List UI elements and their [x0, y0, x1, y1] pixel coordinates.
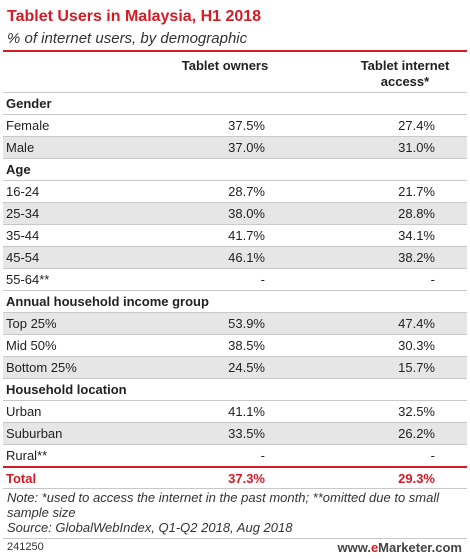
row-label: Mid 50%: [6, 338, 57, 353]
tablet-owners-value: 33.5%: [228, 426, 265, 441]
brand-logo[interactable]: www.eMarketer.com: [337, 540, 462, 555]
chart-title: Tablet Users in Malaysia, H1 2018: [7, 8, 262, 25]
tablet-owners-value: 53.9%: [228, 316, 265, 331]
tablet-owners-value: 28.7%: [228, 184, 265, 199]
tablet-owners-value: 37.0%: [228, 140, 265, 155]
tablet-internet-access-value: 30.3%: [398, 338, 435, 353]
tablet-owners-value: 41.1%: [228, 404, 265, 419]
table-row: Suburban 33.5% 26.2%: [3, 422, 467, 444]
tablet-owners-value: 24.5%: [228, 360, 265, 375]
section-label: Annual household income group: [6, 294, 209, 309]
section-label: Household location: [6, 382, 127, 397]
tablet-internet-access-value: -: [430, 448, 435, 463]
tablet-owners-value: 46.1%: [228, 250, 265, 265]
row-label: 55-64**: [6, 272, 50, 287]
data-table: Gender Female 37.5% 27.4% Male 37.0% 31.0% Age 1…: [3, 92, 467, 488]
table-row: 55-64** - -: [3, 268, 467, 290]
column-header-tablet-owners: Tablet owners: [181, 58, 269, 73]
table-row: Urban 41.1% 32.5%: [3, 400, 467, 422]
chart-id: 241250: [7, 541, 44, 553]
column-header-tablet-internet-access: Tablet internet access*: [360, 58, 450, 89]
table-bottom-rule: [3, 488, 467, 489]
tablet-internet-access-value: 32.5%: [398, 404, 435, 419]
section-label: Gender: [6, 96, 52, 111]
tablet-owners-value: 41.7%: [228, 228, 265, 243]
row-label: Bottom 25%: [6, 360, 77, 375]
row-label: 35-44: [6, 228, 40, 243]
row-label: 25-34: [6, 206, 40, 221]
tablet-internet-access-value: 21.7%: [398, 184, 435, 199]
tablet-internet-access-value: 31.0%: [398, 140, 435, 155]
tablet-internet-access-value: -: [430, 272, 435, 287]
row-label: Top 25%: [6, 316, 57, 331]
tablet-owners-value: 37.5%: [228, 118, 265, 133]
section-row: Household location: [3, 378, 467, 400]
row-label: Rural**: [6, 448, 48, 463]
tablet-internet-access-value: 27.4%: [398, 118, 435, 133]
row-label: Total: [6, 471, 37, 486]
row-label: Female: [6, 118, 50, 133]
table-row: Rural** - -: [3, 444, 467, 466]
table-row: Bottom 25% 24.5% 15.7%: [3, 356, 467, 378]
row-label: Male: [6, 140, 35, 155]
section-label: Age: [6, 162, 31, 177]
tablet-internet-access-value: 47.4%: [398, 316, 435, 331]
table-row: 35-44 41.7% 34.1%: [3, 224, 467, 246]
tablet-owners-value: 38.5%: [228, 338, 265, 353]
tablet-internet-access-value: 34.1%: [398, 228, 435, 243]
row-label: Suburban: [6, 426, 63, 441]
tablet-owners-value: -: [260, 448, 265, 463]
table-row: Male 37.0% 31.0%: [3, 136, 467, 158]
row-label: 16-24: [6, 184, 40, 199]
total-row: Total 37.3% 29.3%: [3, 466, 467, 488]
tablet-internet-access-value: 15.7%: [398, 360, 435, 375]
section-row: Gender: [3, 92, 467, 114]
tablet-internet-access-value: 26.2%: [398, 426, 435, 441]
section-row: Annual household income group: [3, 290, 467, 312]
table-row: Top 25% 53.9% 47.4%: [3, 312, 467, 334]
source-text: Source: GlobalWebIndex, Q1-Q2 2018, Aug …: [7, 520, 293, 535]
table-row: 45-54 46.1% 38.2%: [3, 246, 467, 268]
brand-prefix: www.: [337, 540, 371, 555]
chart-subtitle: % of internet users, by demographic: [7, 30, 248, 47]
footer-rule: [3, 538, 467, 539]
table-row: 16-24 28.7% 21.7%: [3, 180, 467, 202]
row-label: 45-54: [6, 250, 40, 265]
table-row: 25-34 38.0% 28.8%: [3, 202, 467, 224]
row-label: Urban: [6, 404, 42, 419]
tablet-owners-value: -: [260, 272, 265, 287]
tablet-owners-value: 37.3%: [228, 471, 265, 486]
tablet-internet-access-value: 29.3%: [398, 471, 435, 486]
note-text: Note: *used to access the internet in th…: [7, 490, 440, 520]
footnote: Note: *used to access the internet in th…: [7, 490, 462, 535]
tablet-internet-access-value: 28.8%: [398, 206, 435, 221]
section-row: Age: [3, 158, 467, 180]
tablet-internet-access-value: 38.2%: [398, 250, 435, 265]
title-rule: [3, 50, 467, 52]
table-row: Female 37.5% 27.4%: [3, 114, 467, 136]
tablet-owners-value: 38.0%: [228, 206, 265, 221]
table-row: Mid 50% 38.5% 30.3%: [3, 334, 467, 356]
brand-suffix: Marketer.com: [378, 540, 462, 555]
brand-highlight: e: [370, 540, 379, 555]
